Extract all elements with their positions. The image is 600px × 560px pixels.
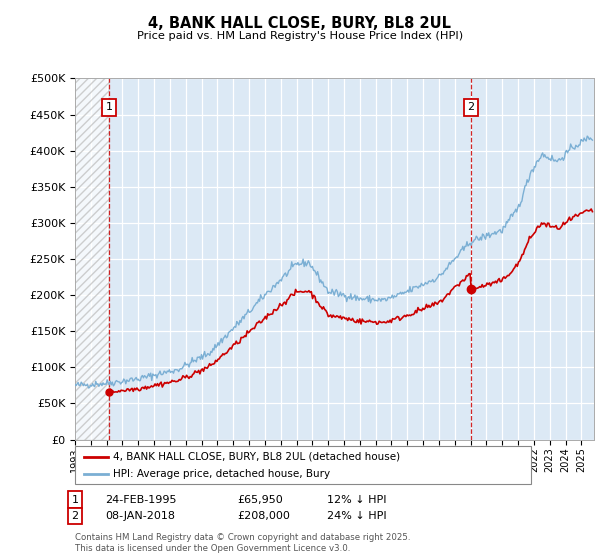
- Text: 1: 1: [106, 102, 113, 113]
- Text: 2: 2: [71, 511, 79, 521]
- Text: 24-FEB-1995: 24-FEB-1995: [105, 494, 176, 505]
- Text: Price paid vs. HM Land Registry's House Price Index (HPI): Price paid vs. HM Land Registry's House …: [137, 31, 463, 41]
- Text: 08-JAN-2018: 08-JAN-2018: [105, 511, 175, 521]
- Text: £208,000: £208,000: [237, 511, 290, 521]
- Text: 2: 2: [467, 102, 475, 113]
- Text: 4, BANK HALL CLOSE, BURY, BL8 2UL: 4, BANK HALL CLOSE, BURY, BL8 2UL: [149, 16, 452, 31]
- Text: HPI: Average price, detached house, Bury: HPI: Average price, detached house, Bury: [113, 469, 330, 479]
- Text: 4, BANK HALL CLOSE, BURY, BL8 2UL (detached house): 4, BANK HALL CLOSE, BURY, BL8 2UL (detac…: [113, 451, 400, 461]
- Text: Contains HM Land Registry data © Crown copyright and database right 2025.
This d: Contains HM Land Registry data © Crown c…: [75, 533, 410, 553]
- Text: £65,950: £65,950: [237, 494, 283, 505]
- Text: 1: 1: [71, 494, 79, 505]
- Text: 12% ↓ HPI: 12% ↓ HPI: [327, 494, 386, 505]
- Text: 24% ↓ HPI: 24% ↓ HPI: [327, 511, 386, 521]
